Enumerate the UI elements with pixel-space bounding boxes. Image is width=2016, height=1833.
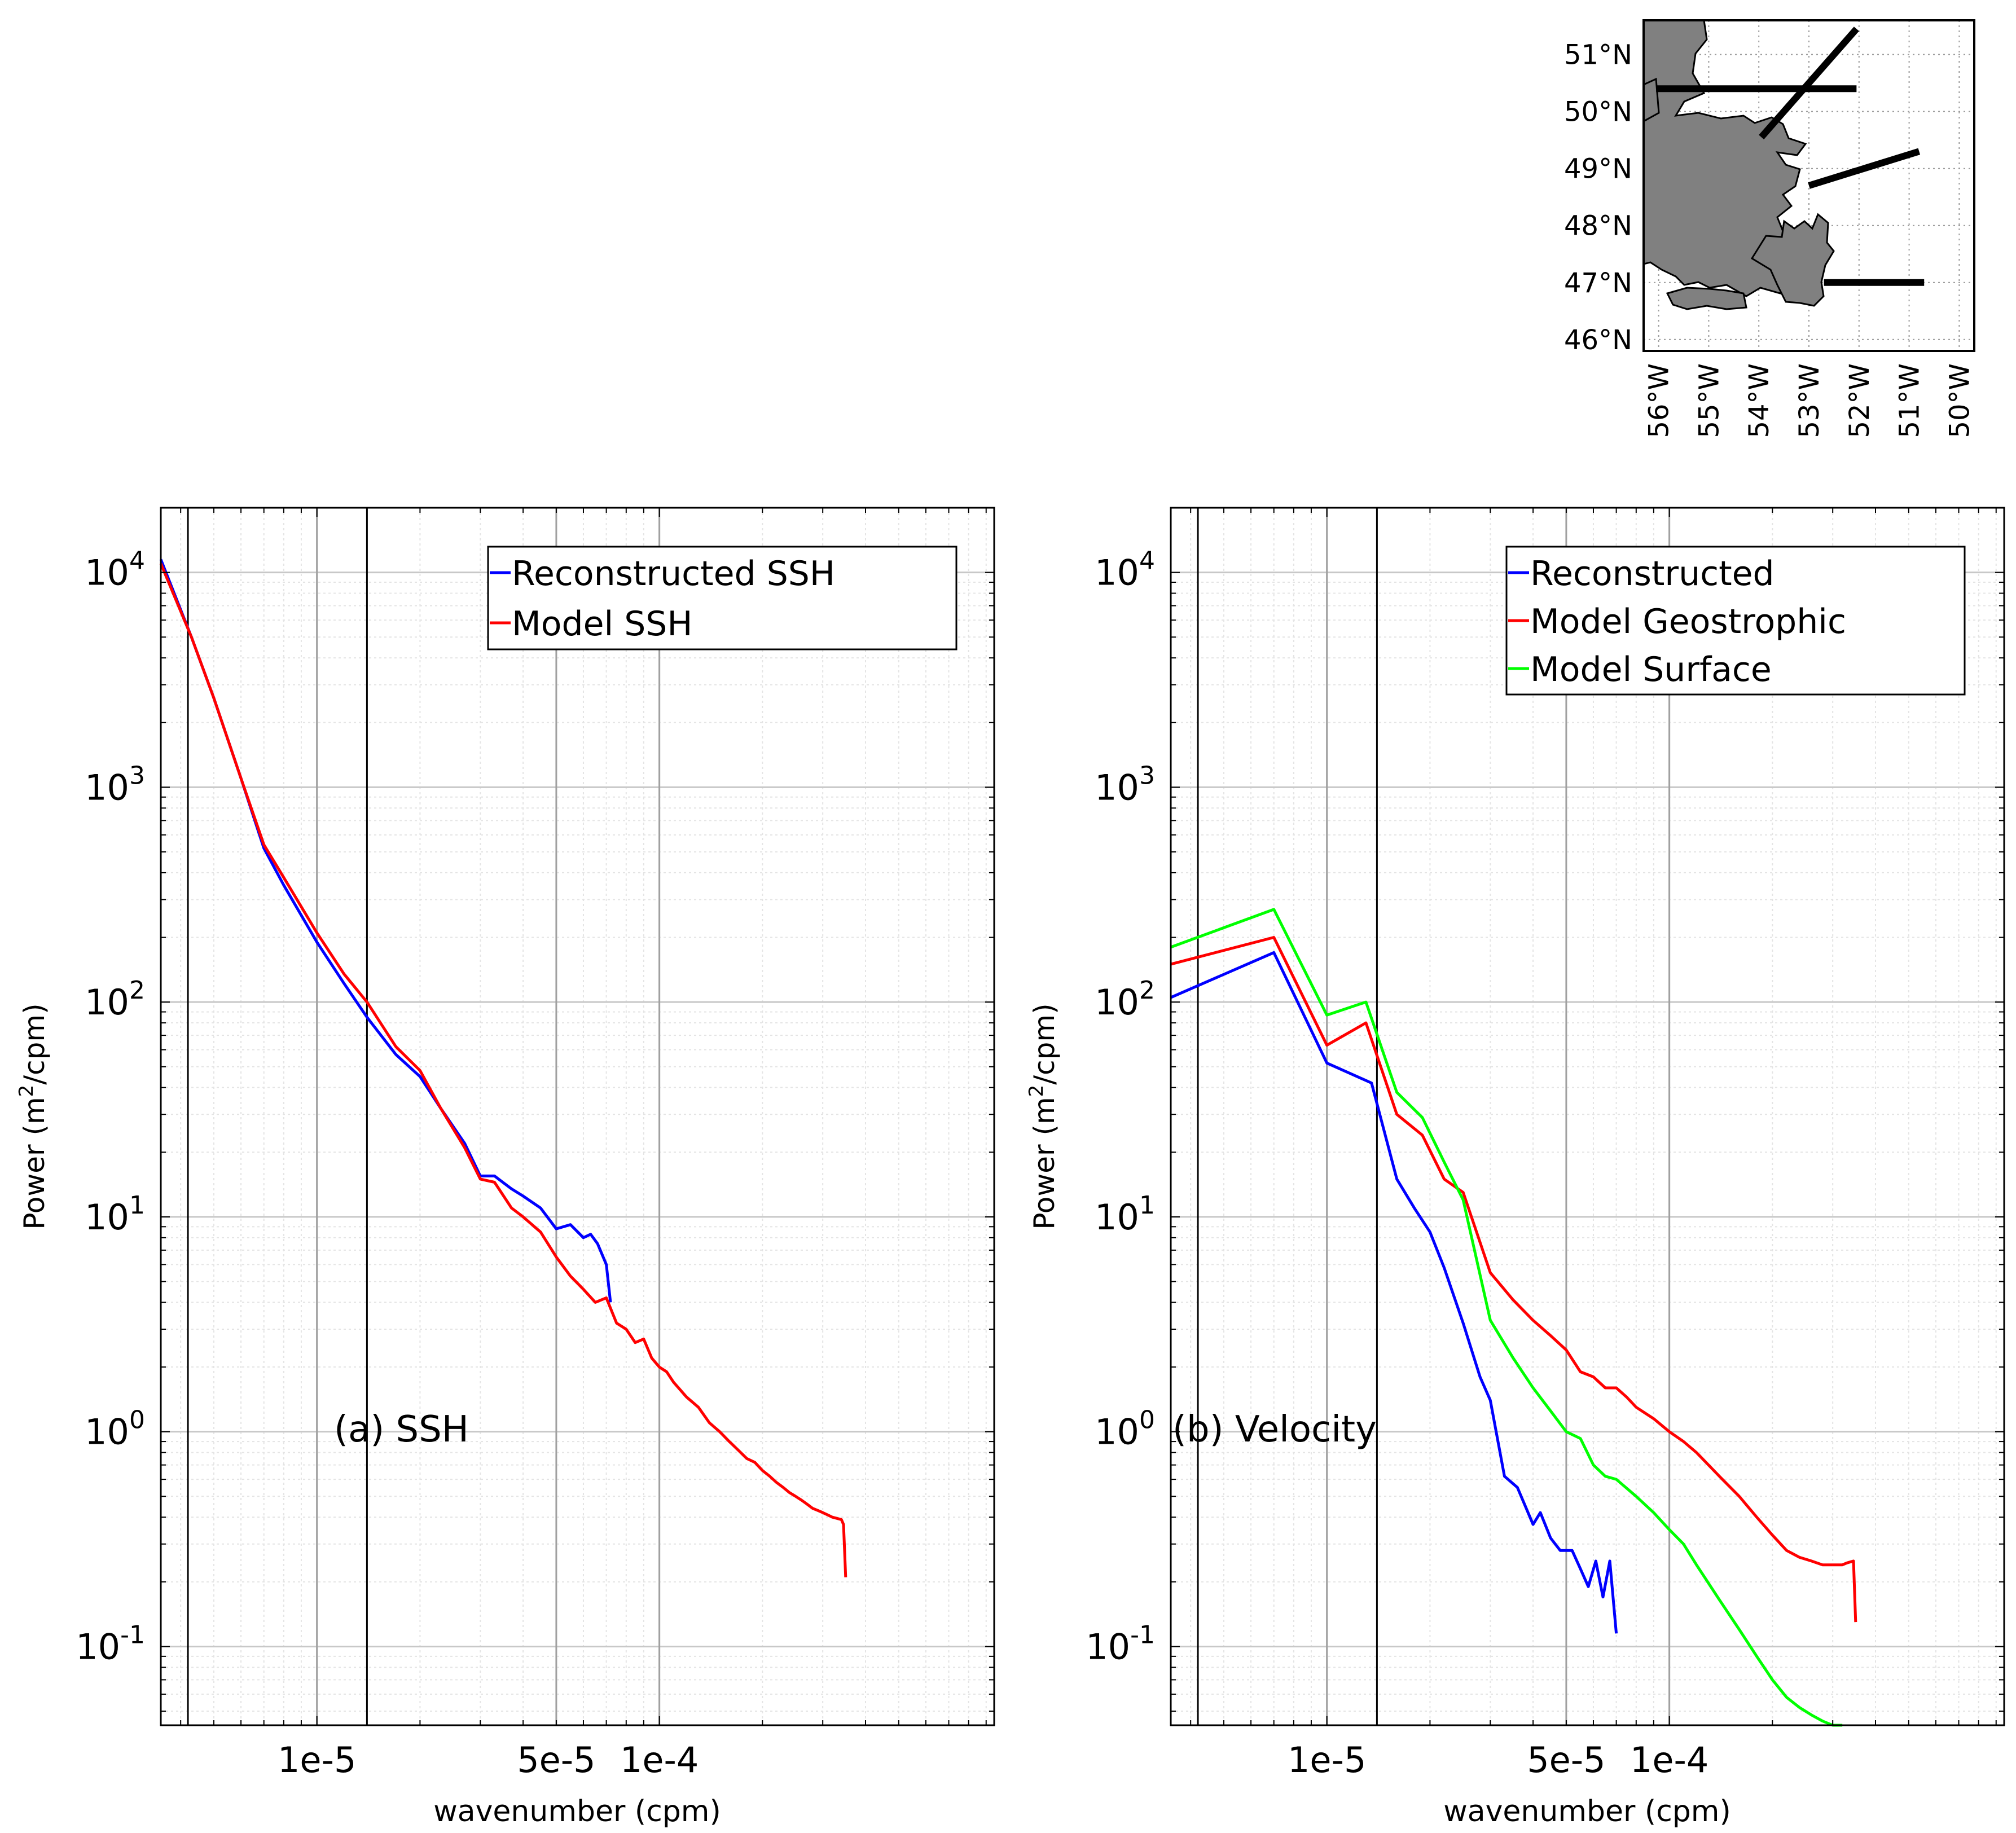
y-tick-label: 104	[85, 547, 145, 594]
legend-label-reconstructed-ssh: Reconstructed SSH	[512, 554, 835, 594]
series-model-surface	[1170, 908, 1843, 1727]
map-frame	[1642, 19, 1975, 352]
y-tick-label: 100	[1095, 1406, 1155, 1453]
panel-b-vlines	[1197, 508, 1378, 1725]
legend-label-reconstructed: Reconstructed	[1530, 554, 1775, 594]
panel-b-grid	[1171, 507, 2004, 1725]
panel-a-ssh: 104 103 102 101 100 10-1 1e-5 5e-5 1e-4 wavenum…	[15, 507, 995, 1828]
y-tick-label: 101	[1095, 1191, 1155, 1238]
location-map: 51°N 50°N 49°N 48°N 47°N 46°N 56°W 55°W 54°W 53°…	[1564, 19, 1976, 438]
y-tick-label: 10-1	[1086, 1620, 1155, 1667]
map-lon-label: 50°W	[1944, 363, 1975, 438]
panel-a-frame	[160, 507, 995, 1726]
map-lon-label: 52°W	[1844, 363, 1876, 438]
land-northern-fragment	[1644, 77, 1660, 122]
map-lat-label: 47°N	[1564, 267, 1632, 299]
panel-a-y-tick-labels: 104 103 102 101 100 10-1	[76, 547, 145, 1668]
newfoundland-land	[1644, 20, 1835, 310]
x-tick-label: 1e-5	[1288, 1739, 1366, 1781]
panel-b-ylabel: Power (m2/cpm)	[1025, 1003, 1061, 1229]
y-tick-label: 101	[85, 1191, 145, 1238]
series-model-ssh	[159, 562, 847, 1577]
panel-b-legend: Reconstructed Model Geostrophic Model Su…	[1505, 546, 1966, 696]
series-reconstructed	[1170, 951, 1618, 1634]
map-lon-label: 55°W	[1693, 363, 1725, 438]
legend-label-model-surface: Model Surface	[1530, 650, 1772, 689]
y-tick-label: 102	[1095, 976, 1155, 1023]
y-tick-label: 104	[1095, 547, 1155, 594]
y-tick-label: 100	[85, 1406, 145, 1453]
map-lon-labels: 56°W 55°W 54°W 53°W 52°W 51°W 50°W	[1644, 363, 1976, 438]
x-tick-label: 5e-5	[1527, 1739, 1605, 1781]
panel-a-grid	[161, 507, 994, 1725]
panel-b-frame	[1170, 507, 2005, 1726]
x-tick-label: 1e-4	[1630, 1739, 1708, 1781]
panel-b-series	[1170, 908, 1857, 1727]
track-3	[1808, 148, 1921, 189]
panel-a-ticks	[161, 507, 994, 1725]
panel-a-legend-box	[487, 546, 958, 650]
map-lat-label: 49°N	[1564, 153, 1632, 185]
series-reconstructed-ssh	[159, 559, 612, 1303]
panel-a-xlabel: wavenumber (cpm)	[433, 1795, 721, 1828]
panel-b-y-tick-labels: 104 103 102 101 100 10-1	[1086, 547, 1155, 1668]
map-lat-labels: 51°N 50°N 49°N 48°N 47°N 46°N	[1564, 39, 1632, 356]
panel-b-legend-box	[1505, 546, 1966, 696]
panel-b-label: (b) Velocity	[1172, 1409, 1377, 1450]
map-lat-label: 48°N	[1564, 210, 1632, 242]
panel-b-velocity: 104 103 102 101 100 10-1 1e-5 5e-5 1e-4 wavenum…	[1025, 507, 2005, 1828]
y-tick-label: 10-1	[76, 1620, 145, 1667]
panel-a-legend: Reconstructed SSH Model SSH	[487, 546, 958, 650]
map-lat-label: 50°N	[1564, 96, 1632, 128]
legend-label-model-geostrophic: Model Geostrophic	[1530, 602, 1846, 641]
legend-label-model-ssh: Model SSH	[512, 604, 693, 644]
panel-b-ticks	[1171, 507, 2004, 1725]
panel-a-series	[159, 559, 847, 1577]
panel-a-vlines	[187, 508, 368, 1725]
map-lon-label: 56°W	[1644, 363, 1675, 438]
track-2	[1759, 27, 1859, 140]
y-tick-label: 103	[1095, 761, 1155, 808]
y-tick-label: 103	[85, 761, 145, 808]
panel-b-xlabel: wavenumber (cpm)	[1443, 1795, 1730, 1828]
panel-a-x-tick-labels: 1e-5 5e-5 1e-4	[278, 1739, 699, 1781]
map-lon-label: 54°W	[1743, 363, 1775, 438]
map-lat-label: 46°N	[1564, 324, 1632, 356]
map-lat-label: 51°N	[1564, 39, 1632, 71]
panel-a-ylabel: Power (m2/cpm)	[15, 1003, 51, 1229]
x-tick-label: 1e-4	[620, 1739, 699, 1781]
panel-b-x-tick-labels: 1e-5 5e-5 1e-4	[1288, 1739, 1708, 1781]
x-tick-label: 5e-5	[517, 1739, 595, 1781]
land-burin-area	[1666, 287, 1747, 310]
y-tick-label: 102	[85, 976, 145, 1023]
map-lon-label: 53°W	[1794, 363, 1825, 438]
altimeter-tracks	[1656, 27, 1925, 286]
land-southeast-peninsula	[1750, 213, 1835, 307]
map-lon-label: 51°W	[1894, 363, 1926, 438]
series-model-geostrophic	[1170, 936, 1857, 1623]
x-tick-label: 1e-5	[278, 1739, 356, 1781]
panel-a-label: (a) SSH	[334, 1409, 469, 1450]
